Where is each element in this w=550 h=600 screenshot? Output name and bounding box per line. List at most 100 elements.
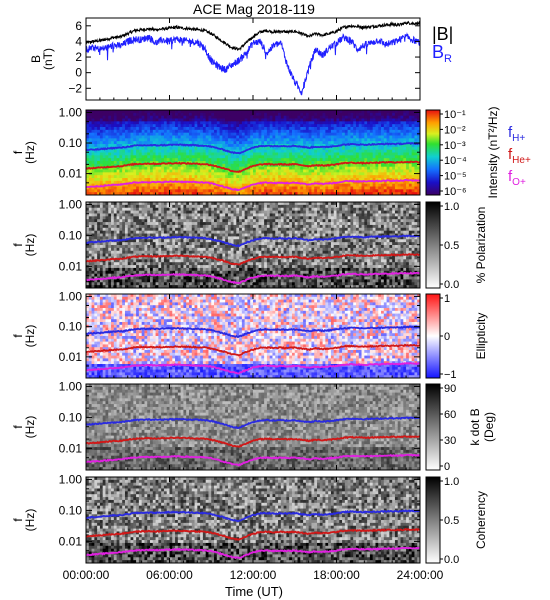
heatmap-cell [219, 178, 223, 182]
heatmap-cell [214, 124, 218, 128]
heatmap-cell [286, 175, 290, 179]
heatmap-cell [289, 135, 293, 139]
heatmap-cell [152, 270, 156, 275]
heatmap-cell [186, 276, 190, 280]
heatmap-cell [233, 112, 237, 117]
heatmap-cell [389, 183, 393, 187]
heatmap-cell [99, 163, 104, 168]
heatmap-cell [250, 141, 254, 145]
heatmap-cell [102, 222, 106, 226]
heatmap-cell [86, 146, 90, 151]
heatmap-cell [408, 129, 413, 134]
heatmap-cell [188, 279, 193, 283]
heatmap-cell [127, 175, 131, 179]
heatmap-cell [406, 135, 410, 139]
heatmap-cell [339, 166, 343, 170]
heatmap-cell [227, 155, 232, 159]
heatmap-cell [333, 110, 337, 114]
heatmap-cell [111, 186, 115, 190]
heatmap-cell [275, 172, 279, 176]
heatmap-cell [219, 124, 223, 128]
heatmap-cell [158, 135, 162, 139]
heatmap-cell [122, 178, 126, 182]
heatmap-cell [250, 178, 254, 182]
heatmap-cell [408, 135, 413, 139]
heatmap-cell [111, 124, 115, 128]
heatmap-cell [175, 224, 179, 229]
heatmap-cell [417, 118, 421, 122]
heatmap-cell [269, 127, 273, 131]
heatmap-cell [97, 141, 101, 145]
heatmap-cell [116, 132, 120, 136]
heatmap-cell [361, 166, 365, 170]
heatmap-cell [144, 267, 148, 272]
heatmap-cell [127, 155, 131, 159]
heatmap-cell [342, 175, 346, 179]
heatmap-cell [261, 172, 265, 176]
heatmap-cell [147, 270, 151, 275]
heatmap-cell [272, 161, 276, 165]
heatmap-cell [239, 149, 243, 153]
heatmap-cell [227, 152, 232, 156]
heatmap-cell [406, 144, 410, 148]
heatmap-cell [397, 163, 401, 168]
heatmap-cell [136, 219, 140, 223]
heatmap-cell [163, 259, 168, 263]
heatmap-cell [397, 155, 401, 159]
heatmap-cell [353, 146, 357, 151]
heatmap-cell [172, 132, 176, 136]
heatmap-cell [91, 247, 95, 252]
heatmap-cell [322, 178, 326, 182]
heatmap-cell [91, 124, 95, 128]
heatmap-cell [130, 224, 134, 229]
heatmap-cell [194, 172, 198, 176]
heatmap-cell [297, 175, 301, 179]
heatmap-cell [191, 183, 195, 187]
heatmap-cell [247, 152, 251, 156]
heatmap-cell [113, 161, 118, 165]
heatmap-cell [124, 124, 129, 128]
heatmap-cell [283, 155, 287, 159]
heatmap-cell [353, 138, 357, 142]
heatmap-cell [272, 155, 276, 159]
heatmap-cell [278, 178, 282, 182]
heatmap-cell [144, 152, 148, 156]
heatmap-cell [97, 121, 101, 125]
heatmap-cell [130, 158, 134, 162]
heatmap-cell [397, 144, 401, 148]
heatmap-cell [411, 172, 415, 176]
heatmap-cell [113, 129, 118, 134]
heatmap-cell [111, 189, 115, 193]
heatmap-cell [105, 121, 109, 125]
heatmap-cell [322, 161, 326, 165]
heatmap-cell [152, 183, 156, 187]
heatmap-cell [286, 127, 290, 131]
heatmap-cell [177, 250, 182, 254]
heatmap-cell [161, 213, 165, 217]
colorbar-label-text: Intensity (nT²/Hz) [486, 106, 500, 198]
heatmap-cell [375, 166, 379, 170]
heatmap-cell [194, 135, 198, 139]
chart-title: ACE Mag 2018-119 [193, 1, 315, 17]
heatmap-cell [158, 163, 162, 168]
heatmap-cell [136, 129, 140, 134]
heatmap-cell [124, 127, 129, 131]
heatmap-cell [186, 282, 190, 286]
heatmap-cell [339, 158, 343, 162]
heatmap-cell [113, 144, 118, 148]
heatmap-cell [161, 245, 165, 249]
heatmap-cell [180, 178, 184, 182]
heatmap-cell [300, 178, 304, 182]
heatmap-cell [197, 207, 201, 211]
heatmap-cell [94, 163, 98, 168]
heatmap-cell [172, 262, 176, 266]
heatmap-cell [283, 141, 287, 145]
heatmap-cell [138, 210, 143, 214]
heatmap-cell [111, 112, 115, 117]
heatmap-cell [253, 155, 257, 159]
heatmap-cell [191, 158, 195, 162]
heatmap-cell [330, 127, 335, 131]
heatmap-cell [392, 138, 396, 142]
heatmap-cell [97, 224, 101, 229]
heatmap-cell [130, 178, 134, 182]
